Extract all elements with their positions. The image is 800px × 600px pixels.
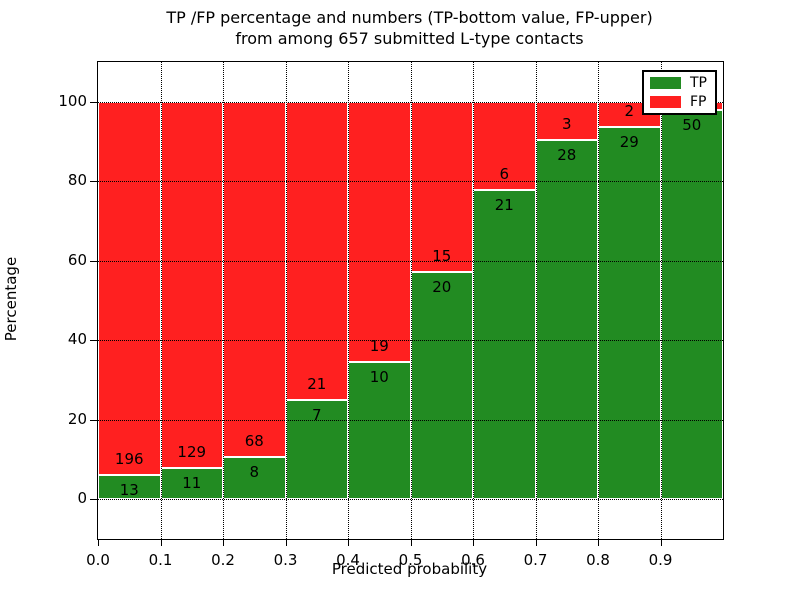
- legend-label-tp: TP: [690, 75, 707, 91]
- x-axis-tick-label: 0.8: [586, 551, 610, 569]
- bar-label-fp: 129: [177, 443, 207, 462]
- bar-label-fp: 19: [369, 337, 389, 356]
- bar-segment-fp: [160, 101, 223, 469]
- bar-label-tp: 20: [432, 278, 452, 297]
- y-axis-label: Percentage: [2, 256, 20, 342]
- bar-label-tp: 8: [249, 463, 260, 482]
- gridline-vertical: [223, 62, 224, 539]
- x-axis-tick: [660, 539, 662, 546]
- x-axis-tick: [473, 539, 474, 546]
- bar-segment-fp: [98, 101, 161, 475]
- legend-item-fp: FP: [650, 95, 707, 109]
- x-axis-tick-label: 0.7: [523, 551, 548, 569]
- x-axis-tick: [285, 539, 287, 546]
- tp-color-swatch: [650, 77, 681, 89]
- bar-label-tp: 13: [119, 480, 139, 499]
- fp-color-swatch: [650, 96, 681, 108]
- bar-segment-fp: [348, 101, 411, 363]
- bar-label-fp: 21: [307, 374, 327, 393]
- gridline-vertical: [598, 62, 599, 539]
- x-axis-tick-label: 0.0: [86, 551, 110, 569]
- bar-label-fp: 2: [624, 102, 635, 121]
- x-axis-tick: [223, 539, 224, 546]
- y-axis-tick: [90, 101, 97, 103]
- x-axis-label: Predicted probability: [331, 560, 488, 578]
- gridline-vertical: [285, 62, 287, 539]
- x-axis-tick-label: 0.9: [648, 551, 673, 569]
- bar-segment-fp: [223, 101, 286, 458]
- bar-segment-fp: [410, 101, 473, 273]
- chart-title: TP /FP percentage and numbers (TP-bottom…: [97, 7, 722, 49]
- y-axis-tick-label: 20: [67, 409, 87, 428]
- x-axis-tick: [535, 539, 537, 546]
- gridline-vertical: [160, 62, 162, 539]
- bar-segment-tp: [410, 272, 473, 500]
- bar-segment-fp: [285, 101, 348, 400]
- gridline-vertical: [535, 62, 537, 539]
- x-axis-tick-label: 0.6: [461, 551, 485, 569]
- gridline-vertical: [660, 62, 662, 539]
- bar-label-fp: 15: [432, 247, 452, 266]
- x-axis-tick: [98, 539, 99, 546]
- x-axis-tick: [410, 539, 412, 546]
- bar-segment-tp: [535, 140, 598, 500]
- bar-label-tp: 28: [557, 146, 577, 165]
- x-axis-tick: [598, 539, 599, 546]
- bar-label-fp: 68: [244, 432, 264, 451]
- y-axis-tick-label: 40: [67, 330, 87, 349]
- x-axis-tick-label: 0.5: [398, 551, 423, 569]
- bar-segment-tp: [98, 474, 161, 500]
- bar-label-fp: 3: [561, 115, 572, 134]
- x-axis-tick: [348, 539, 349, 546]
- x-axis-tick-label: 0.1: [148, 551, 173, 569]
- y-axis-tick: [90, 499, 97, 501]
- y-axis-tick: [90, 260, 97, 262]
- x-axis-tick-label: 0.3: [273, 551, 298, 569]
- chart-title-line1: TP /FP percentage and numbers (TP-bottom…: [166, 8, 653, 27]
- bar-label-tp: 7: [311, 405, 322, 424]
- legend: TP FP: [642, 70, 717, 115]
- bar-segment-tp: [660, 109, 723, 500]
- legend-item-tp: TP: [650, 76, 707, 90]
- bar-label-fp: 196: [114, 449, 144, 468]
- bar-label-tp: 11: [182, 474, 202, 493]
- x-axis-tick-label: 0.2: [211, 551, 235, 569]
- bar-label-tp: 50: [682, 115, 702, 134]
- chart-title-line2: from among 657 submitted L-type contacts: [235, 29, 584, 48]
- y-axis-tick-label: 0: [77, 489, 87, 508]
- y-axis-tick: [90, 181, 97, 183]
- bar-segment-fp: [473, 101, 536, 191]
- y-axis-tick-label: 80: [67, 171, 87, 190]
- legend-label-fp: FP: [690, 94, 707, 110]
- y-axis-tick: [90, 419, 97, 421]
- bar-label-fp: 6: [499, 165, 510, 184]
- bar-label-tp: 21: [494, 196, 514, 215]
- gridline-vertical: [410, 62, 412, 539]
- bar-segment-tp: [598, 127, 661, 500]
- y-axis-tick-label: 60: [67, 250, 87, 269]
- y-axis-tick-label: 100: [58, 91, 87, 110]
- bar-label-tp: 29: [619, 133, 639, 152]
- y-axis-tick: [90, 340, 97, 342]
- gridline-vertical: [348, 62, 349, 539]
- gridline-vertical: [473, 62, 474, 539]
- bar-label-tp: 10: [369, 368, 389, 387]
- x-axis-tick-label: 0.4: [336, 551, 360, 569]
- plot-area: 196131291168821719101520621328229150 0.0…: [58, 61, 724, 569]
- bar-segment-tp: [473, 190, 536, 500]
- x-axis-tick: [160, 539, 162, 546]
